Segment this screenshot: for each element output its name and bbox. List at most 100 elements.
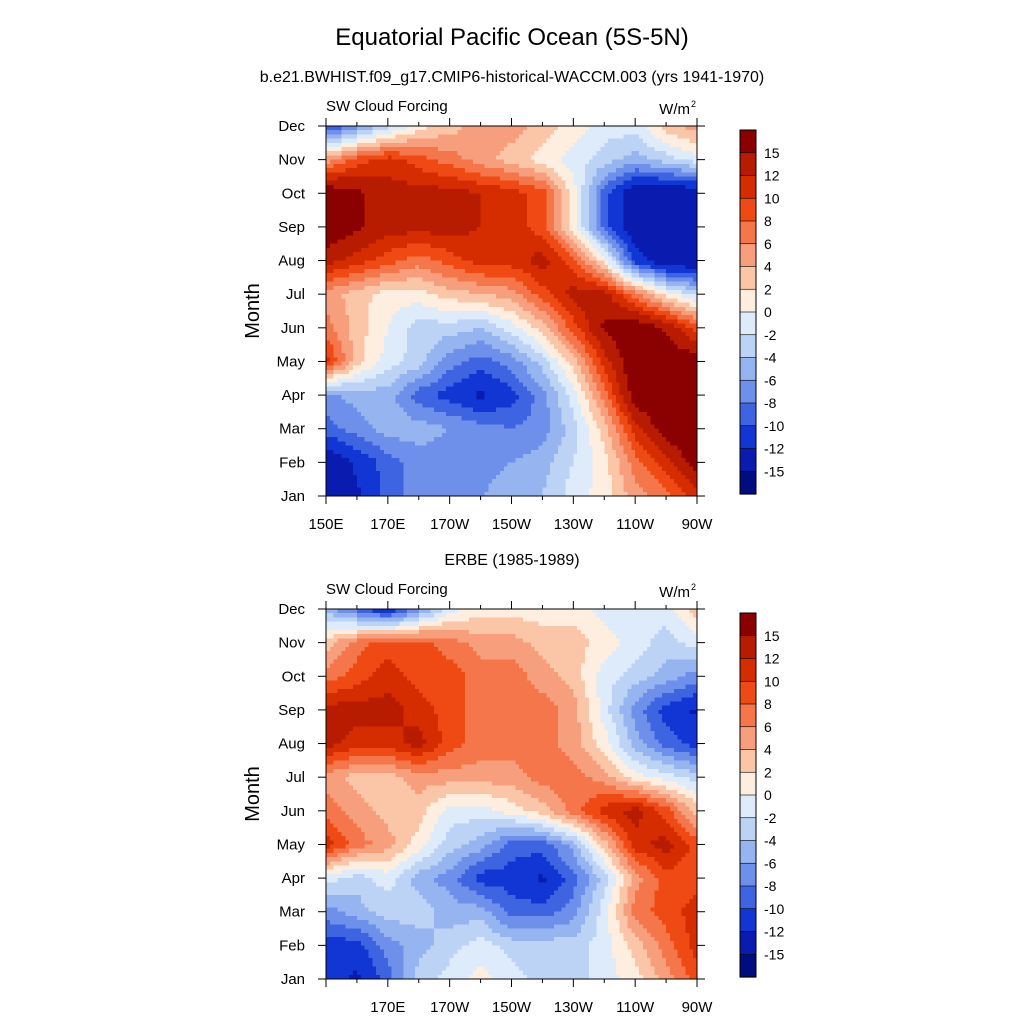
heatmap-cell (399, 142, 404, 148)
heatmap-cell (627, 168, 632, 173)
heatmap-cell (418, 285, 424, 291)
heatmap-cell (457, 159, 462, 165)
heatmap-cell (430, 235, 435, 241)
heatmap-cell (422, 289, 428, 295)
heatmap-cell (356, 138, 362, 144)
heatmap-cell (608, 163, 613, 169)
heatmap-cell (669, 336, 675, 342)
heatmap-cell (341, 155, 346, 161)
heatmap-cell (542, 247, 547, 253)
heatmap-cell (557, 277, 563, 283)
heatmap-cell (426, 163, 431, 169)
heatmap-cell (662, 218, 667, 224)
heatmap-cell (376, 239, 381, 245)
heatmap-cell (623, 151, 629, 157)
heatmap-cell (499, 226, 505, 232)
heatmap-cell (569, 306, 574, 312)
heatmap-cell (681, 298, 686, 304)
heatmap-cell (441, 302, 447, 308)
heatmap-cell (523, 147, 528, 152)
heatmap-cell (376, 134, 381, 140)
heatmap-cell (349, 180, 354, 186)
heatmap-cell (461, 176, 466, 182)
heatmap-cell (650, 184, 656, 190)
heatmap-cell (453, 176, 458, 182)
heatmap-cell (511, 336, 516, 342)
heatmap-cell (480, 336, 486, 342)
heatmap-cell (468, 130, 474, 135)
heatmap-cell (438, 285, 443, 291)
heatmap-cell (642, 294, 648, 299)
heatmap-cell (411, 247, 416, 253)
heatmap-cell (414, 126, 420, 131)
heatmap-cell (662, 323, 667, 329)
heatmap-cell (376, 193, 381, 199)
heatmap-cell (492, 193, 497, 199)
heatmap-cell (353, 226, 358, 232)
heatmap-cell (356, 311, 362, 316)
heatmap-cell (515, 159, 520, 165)
heatmap-cell (611, 336, 617, 342)
heatmap-cell (403, 264, 408, 270)
heatmap-cell (407, 327, 412, 333)
heatmap-cell (383, 142, 389, 148)
heatmap-cell (395, 163, 401, 169)
heatmap-cell (615, 126, 621, 131)
heatmap-cell (472, 336, 478, 342)
heatmap-cell (465, 260, 470, 266)
heatmap-cell (411, 159, 416, 165)
heatmap-cell (550, 268, 555, 274)
heatmap-cell (627, 159, 632, 165)
heatmap-cell (619, 332, 625, 337)
heatmap-cell (465, 222, 470, 228)
heatmap-cell (434, 264, 439, 270)
heatmap-cell (372, 298, 377, 304)
heatmap-cell (623, 298, 629, 304)
heatmap-cell (349, 340, 354, 346)
heatmap-cell (666, 176, 671, 182)
heatmap-cell (584, 323, 590, 329)
heatmap-cell (376, 247, 381, 253)
heatmap-cell (581, 172, 586, 178)
heatmap-cell (546, 235, 551, 241)
heatmap-cell (592, 285, 598, 291)
heatmap-cell (461, 336, 466, 342)
heatmap-cell (364, 222, 370, 228)
heatmap-cell (681, 163, 686, 169)
heatmap-cell (635, 336, 640, 342)
heatmap-cell (380, 172, 385, 178)
heatmap-cell (391, 180, 397, 186)
heatmap-cell (596, 226, 601, 232)
heatmap-cell (499, 214, 505, 220)
heatmap-cell (588, 273, 594, 278)
heatmap-cell (403, 327, 408, 333)
heatmap-cell (434, 277, 439, 283)
heatmap-cell (472, 168, 478, 173)
heatmap-cell (507, 273, 513, 278)
heatmap-cell (472, 273, 478, 278)
heatmap-cell (472, 298, 478, 304)
heatmap-cell (577, 281, 582, 287)
heatmap-cell (399, 151, 404, 157)
heatmap-cell (395, 130, 401, 135)
heatmap-cell (407, 197, 412, 203)
heatmap-cell (349, 311, 354, 316)
heatmap-cell (407, 260, 412, 266)
heatmap-cell (476, 277, 482, 283)
heatmap-cell (499, 302, 505, 308)
heatmap-cell (658, 298, 663, 304)
heatmap-cell (685, 159, 690, 165)
heatmap-cell (557, 210, 563, 215)
heatmap-cell (333, 214, 339, 220)
heatmap-cell (418, 197, 424, 203)
heatmap-cell (407, 340, 412, 346)
heatmap-cell (333, 336, 339, 342)
heatmap-cell (611, 252, 617, 257)
heatmap-cell (380, 168, 385, 173)
heatmap-cell (418, 189, 424, 194)
heatmap-cell (642, 218, 648, 224)
heatmap-cell (445, 332, 451, 337)
heatmap-cell (588, 340, 594, 346)
heatmap-cell (596, 151, 601, 157)
heatmap-cell (523, 210, 528, 215)
